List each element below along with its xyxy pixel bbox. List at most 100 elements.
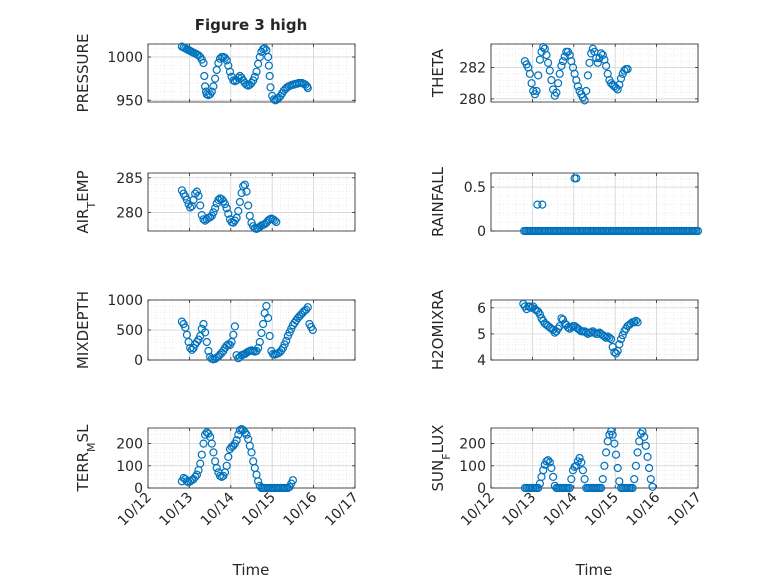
data-point — [534, 483, 543, 493]
y-tick-label: 0 — [477, 224, 486, 240]
figure-title: Figure 3 high — [195, 16, 308, 34]
data-point — [543, 58, 553, 67]
data-point — [580, 96, 589, 105]
data-point — [200, 71, 209, 81]
data-point — [613, 463, 622, 473]
y-tick-label: 100 — [116, 459, 143, 475]
data-point — [264, 52, 273, 62]
y-tick-label: 200 — [116, 437, 143, 453]
data-point — [192, 470, 201, 479]
data-point — [592, 53, 601, 63]
data-point — [538, 200, 547, 209]
data-point — [582, 86, 591, 96]
subplot-rainfall: 0 0.5 RAINFALL — [429, 166, 703, 240]
data-point — [552, 88, 561, 97]
y-tick-label: 5 — [477, 327, 486, 343]
data-point — [201, 82, 210, 91]
data-point — [209, 82, 218, 91]
y-tick-label: 950 — [116, 93, 143, 109]
y-tick-label: 200 — [459, 437, 486, 453]
subplot-pressure: 950 1000 PRESSURE — [74, 34, 356, 112]
data-point — [600, 332, 609, 341]
subplot-mixdepth: 0 500 1000 MIXDEPTH — [74, 291, 356, 369]
data-point — [553, 79, 563, 88]
x-tick-label: 10/17 — [322, 490, 362, 530]
data-series — [520, 427, 657, 493]
data-point — [557, 61, 566, 71]
data-point — [583, 71, 593, 80]
data-point — [222, 204, 231, 213]
data-point — [225, 67, 235, 76]
y-tick-label: 1000 — [107, 50, 143, 66]
data-point — [641, 441, 650, 450]
data-point — [547, 463, 556, 473]
y-axis-label: TERRMSL — [74, 424, 98, 493]
data-point — [197, 450, 206, 459]
data-point — [259, 319, 268, 329]
data-point — [194, 191, 203, 200]
data-point — [196, 201, 205, 210]
data-point — [532, 86, 541, 96]
y-tick-label: 100 — [459, 459, 486, 475]
data-point — [640, 432, 649, 441]
data-point — [631, 316, 641, 325]
data-point — [608, 342, 617, 352]
data-point — [207, 87, 216, 96]
data-point — [209, 208, 218, 217]
data-point — [266, 83, 275, 92]
axes-box — [147, 43, 356, 103]
data-point — [535, 310, 545, 319]
y-tick-label: 282 — [459, 61, 486, 77]
data-point — [302, 305, 311, 314]
y-tick-label: 280 — [459, 92, 486, 108]
data-point — [214, 58, 223, 68]
y-axis-label: SUNFLUX — [429, 425, 453, 492]
data-point — [262, 301, 271, 311]
data-point — [209, 448, 218, 457]
data-series — [177, 180, 281, 233]
data-point — [615, 340, 624, 349]
axes-box — [147, 172, 356, 232]
data-point — [577, 458, 586, 467]
x-axis-label-left: Time — [232, 561, 270, 579]
data-point — [264, 61, 273, 70]
y-tick-label: 500 — [116, 323, 143, 339]
y-axis-label: AIRTEMP — [74, 170, 98, 233]
data-point — [534, 71, 543, 80]
data-point — [630, 475, 639, 484]
data-point — [201, 328, 210, 337]
x-tick-label: 10/15 — [582, 490, 622, 530]
data-point — [555, 69, 564, 78]
data-point — [255, 337, 264, 347]
data-point — [567, 475, 576, 484]
data-point — [601, 448, 611, 457]
data-point — [232, 436, 241, 445]
data-series — [519, 299, 642, 358]
plot-area — [148, 44, 355, 102]
data-point — [628, 483, 637, 493]
data-point — [211, 74, 220, 83]
data-point — [254, 477, 263, 486]
y-tick-label: 0 — [477, 481, 486, 497]
x-tick-label: 10/16 — [624, 489, 664, 529]
data-point — [308, 325, 317, 335]
y-tick-label: 285 — [116, 171, 143, 187]
data-point — [234, 73, 243, 82]
data-point — [191, 472, 200, 481]
data-point — [265, 331, 274, 341]
data-series — [177, 42, 312, 105]
data-point — [596, 49, 606, 58]
data-point — [186, 203, 195, 212]
data-point — [558, 57, 568, 66]
data-point — [235, 426, 244, 435]
data-point — [535, 55, 545, 64]
data-point — [242, 430, 251, 439]
data-point — [192, 337, 201, 347]
data-point — [573, 82, 583, 91]
subplot-h2omixra: 4 5 6 H2OMIXRA — [429, 289, 699, 370]
data-point — [547, 75, 556, 85]
y-tick-label: 0 — [134, 353, 143, 369]
data-point — [543, 456, 553, 465]
